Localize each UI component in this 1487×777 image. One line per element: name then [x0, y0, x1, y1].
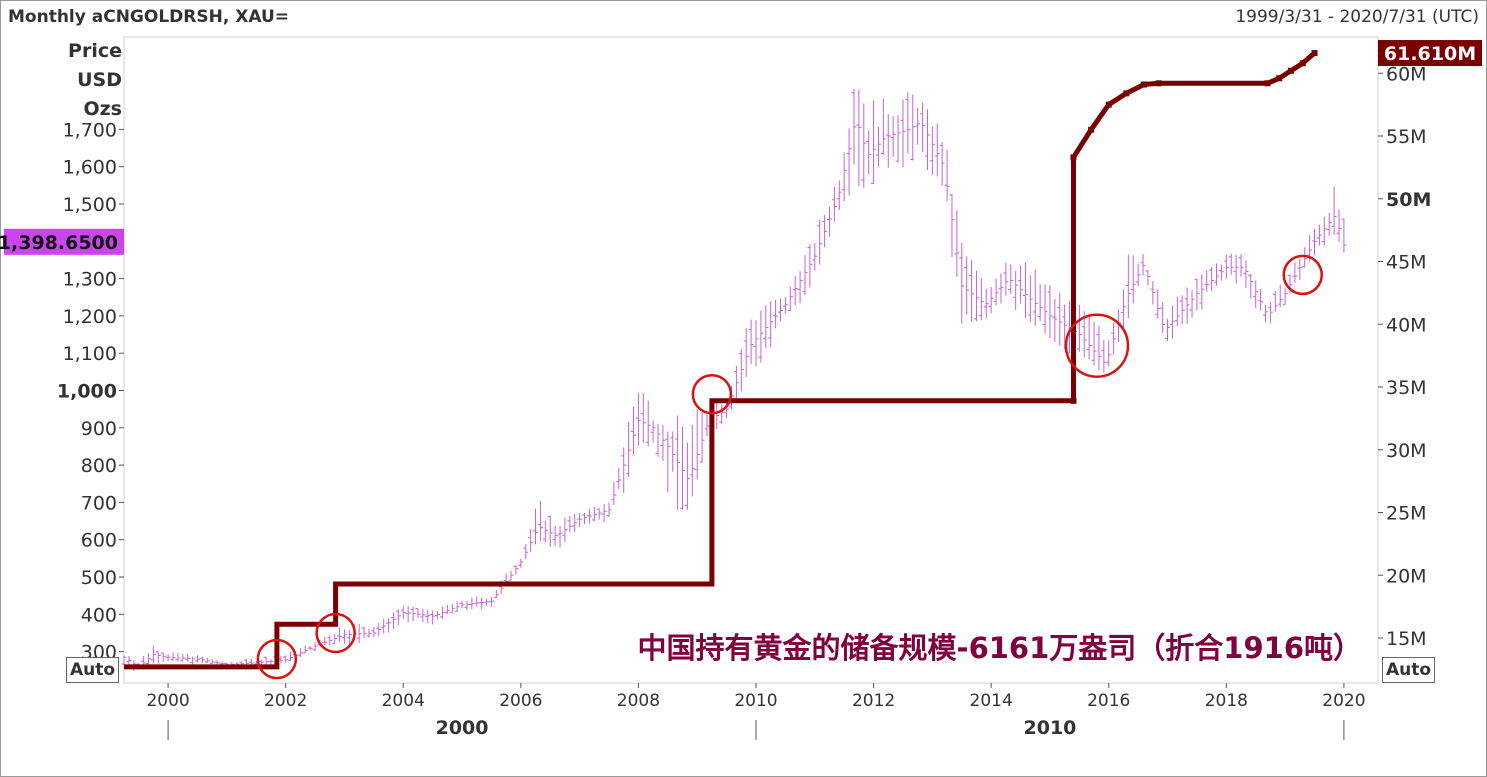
left-axis-tick-label: 900	[81, 418, 117, 440]
left-axis-header: Price USD Ozs	[20, 37, 122, 124]
reserves-point	[1311, 50, 1318, 57]
x-axis-tick-label: 2006	[499, 691, 542, 711]
last-reserves-flag	[1378, 40, 1482, 67]
highlight-circle	[691, 373, 733, 415]
x-axis-tick-label: 2002	[264, 691, 307, 711]
highlight-circle	[1282, 254, 1323, 296]
right-axis-tick-label: 30M	[1386, 440, 1427, 462]
reserves-point	[1141, 81, 1148, 88]
reserves-point	[1155, 80, 1162, 87]
right-axis-tick-label: 25M	[1386, 503, 1427, 525]
left-axis-tick-label: 500	[81, 567, 117, 589]
reserves-point	[1105, 101, 1112, 108]
highlight-circle	[1064, 313, 1130, 378]
x-axis-decade-label: 2010	[1024, 717, 1077, 739]
right-axis-tick-label: 40M	[1386, 314, 1427, 336]
left-axis-tick-label: 1,500	[63, 194, 117, 216]
left-axis-tick-label: 1,600	[63, 157, 117, 179]
left-axis-tick-label: 1,100	[63, 343, 117, 365]
reserves-point	[1123, 90, 1130, 97]
x-axis-tick-label: 2008	[617, 691, 660, 711]
reserves-point	[1070, 397, 1077, 404]
right-axis-auto-button[interactable]: Auto	[1382, 657, 1436, 683]
x-axis-tick-label: 2010	[734, 691, 777, 711]
left-axis-auto-button[interactable]: Auto	[66, 657, 120, 683]
x-axis-tick-label: 2018	[1205, 691, 1248, 711]
reserves-point	[1276, 75, 1283, 82]
right-axis-tick-label: 45M	[1386, 252, 1427, 274]
left-axis-tick-label: 400	[81, 604, 117, 626]
date-range: 1999/3/31 - 2020/7/31 (UTC)	[1235, 7, 1479, 27]
last-price-label: 1,398.6500	[0, 232, 118, 254]
x-axis-tick-label: 2014	[970, 691, 1013, 711]
left-axis-tick-label: 1,300	[63, 269, 117, 291]
right-axis-tick-label: 15M	[1386, 628, 1427, 650]
right-axis-tick-label: 50M	[1386, 189, 1431, 211]
left-axis-tick-label: 1,700	[63, 119, 117, 141]
x-axis-tick-label: 2016	[1087, 691, 1130, 711]
reserves-point	[1264, 80, 1271, 87]
left-axis-tick-label: 1,000	[57, 381, 117, 403]
right-axis-tick-label: 55M	[1386, 126, 1427, 148]
reserves-point	[1287, 67, 1294, 74]
right-axis-tick-label: 60M	[1386, 63, 1427, 85]
left-axis-header-price: Price	[68, 40, 122, 62]
reserves-annotation: 中国持有黄金的储备规模-6161万盎司（折合1916吨）	[638, 631, 1362, 665]
left-axis-tick-label: 700	[81, 492, 117, 514]
right-axis-tick-label: 35M	[1386, 377, 1427, 399]
highlight-circle	[256, 638, 298, 680]
reserves-point	[1299, 60, 1306, 67]
last-price-flag	[4, 228, 124, 255]
x-axis-tick-label: 2012	[852, 691, 895, 711]
left-axis-header-currency: USD	[77, 69, 122, 91]
left-axis-tick-label: 600	[81, 530, 117, 552]
highlight-circle	[315, 612, 356, 654]
right-axis-tick-label: 20M	[1386, 565, 1427, 587]
left-axis-tick-label: 1,200	[63, 306, 117, 328]
chart-title: Monthly aCNGOLDRSH, XAU=	[8, 7, 290, 27]
x-axis-tick-label: 2004	[382, 691, 425, 711]
left-axis-header-unit: Ozs	[83, 98, 122, 120]
last-reserves-label: 61.610M	[1384, 43, 1476, 65]
reserves-point	[1070, 154, 1077, 161]
x-axis-decade-label: 2000	[436, 717, 489, 739]
x-axis-tick-label: 2000	[146, 691, 189, 711]
left-axis-tick-label: 800	[81, 455, 117, 477]
reserves-point	[1088, 126, 1095, 133]
x-axis-tick-label: 2020	[1322, 691, 1365, 711]
